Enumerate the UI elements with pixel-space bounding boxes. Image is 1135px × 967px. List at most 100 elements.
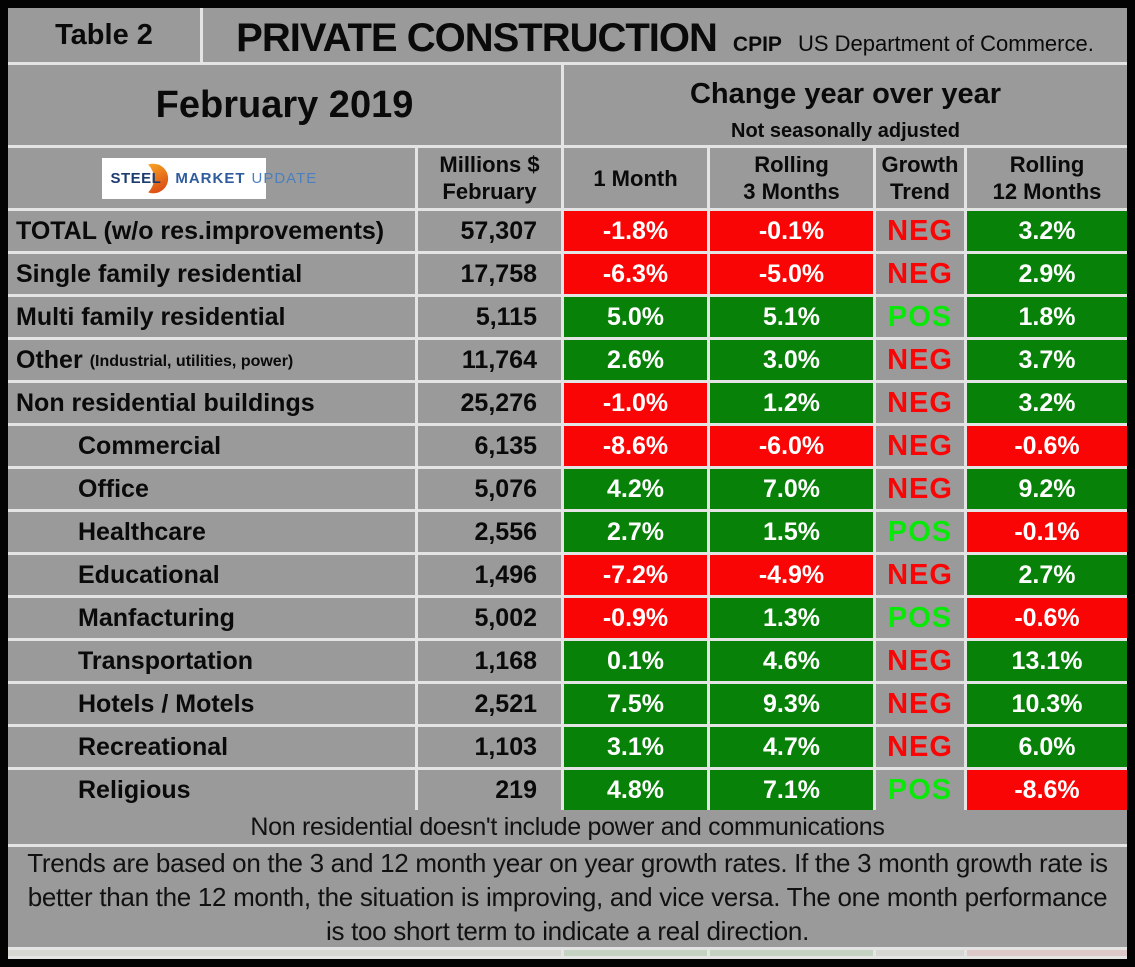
- row-label-cell: Healthcare: [8, 512, 415, 552]
- table-row: Single family residential 17,758 -6.3% -…: [8, 254, 1127, 294]
- cell-growth-trend: POS: [876, 770, 964, 810]
- logo-update-text: UPDATE: [251, 169, 318, 187]
- cell-rolling-3-months: 7.1%: [710, 770, 873, 810]
- cell-rolling-3-months: 1.5%: [710, 512, 873, 552]
- cell-rolling-12-months: 3.2%: [967, 211, 1127, 251]
- table-row: Non residential buildings 25,276 -1.0% 1…: [8, 383, 1127, 423]
- footnote-row-1: Non residential doesn't include power an…: [8, 810, 1127, 844]
- row-label: Educational: [78, 560, 220, 589]
- row-label: Single family residential: [16, 259, 303, 288]
- row-label: Recreational: [78, 732, 229, 761]
- row-label: Other: [16, 345, 83, 374]
- cell-1-month: 4.8%: [564, 770, 707, 810]
- row-label-cell: TOTAL (w/o res.improvements): [8, 211, 415, 251]
- column-header-millions: Millions $ February: [418, 148, 561, 208]
- cpip-label: CPIP: [732, 33, 782, 56]
- cell-growth-trend: POS: [876, 297, 964, 337]
- column-header-1month: 1 Month: [564, 148, 707, 208]
- cell-1-month: 2.7%: [564, 512, 707, 552]
- table-row: Other (Industrial, utilities, power) 11,…: [8, 340, 1127, 380]
- row-label-cell: Educational: [8, 555, 415, 595]
- row-label-cell: Recreational: [8, 727, 415, 767]
- cell-rolling-12-months: 6.0%: [967, 727, 1127, 767]
- cell-rolling-3-months: 9.3%: [710, 684, 873, 724]
- cell-rolling-3-months: -6.0%: [710, 426, 873, 466]
- table-row: Recreational 1,103 3.1% 4.7% NEG 6.0%: [8, 727, 1127, 767]
- cell-rolling-3-months: 5.1%: [710, 297, 873, 337]
- cell-1-month: 5.0%: [564, 297, 707, 337]
- cell-rolling-12-months: -8.6%: [967, 770, 1127, 810]
- row-label-cell: Multi family residential: [8, 297, 415, 337]
- change-subtitle: Not seasonally adjusted: [731, 120, 960, 142]
- cell-rolling-12-months: -0.1%: [967, 512, 1127, 552]
- cell-growth-trend: NEG: [876, 555, 964, 595]
- table-row: Commercial 6,135 -8.6% -6.0% NEG -0.6%: [8, 426, 1127, 466]
- logo-swoosh-icon: [147, 163, 168, 193]
- row-value-cell: 219: [418, 770, 561, 810]
- cell-rolling-12-months: -0.6%: [967, 598, 1127, 638]
- source-label: US Department of Commerce.: [797, 31, 1094, 56]
- row-label-cell: Religious: [8, 770, 415, 810]
- change-header-cell: Change year over year Not seasonally adj…: [564, 65, 1127, 145]
- period-row: February 2019 Change year over year Not …: [8, 65, 1127, 145]
- page-title: PRIVATE CONSTRUCTION: [236, 16, 718, 60]
- cell-growth-trend: POS: [876, 598, 964, 638]
- row-label-cell: Commercial: [8, 426, 415, 466]
- cell-growth-trend: NEG: [876, 340, 964, 380]
- cell-growth-trend: NEG: [876, 684, 964, 724]
- cell-growth-trend: NEG: [876, 254, 964, 294]
- table-row: Manfacturing 5,002 -0.9% 1.3% POS -0.6%: [8, 598, 1127, 638]
- cell-rolling-12-months: 10.3%: [967, 684, 1127, 724]
- cell-1-month: -1.8%: [564, 211, 707, 251]
- cell-rolling-12-months: 1.8%: [967, 297, 1127, 337]
- row-label: Religious: [78, 775, 191, 804]
- row-value-cell: 5,115: [418, 297, 561, 337]
- cell-rolling-3-months: 1.2%: [710, 383, 873, 423]
- row-value-cell: 11,764: [418, 340, 561, 380]
- steel-market-update-logo: STEEL MARKET UPDATE: [101, 157, 316, 199]
- row-label: Multi family residential: [16, 302, 286, 331]
- column-header-growth-trend: Growth Trend: [876, 148, 964, 208]
- sliver-segment: [710, 950, 873, 956]
- cell-growth-trend: NEG: [876, 469, 964, 509]
- table-row: Healthcare 2,556 2.7% 1.5% POS -0.1%: [8, 512, 1127, 552]
- cell-growth-trend: NEG: [876, 641, 964, 681]
- row-label-cell: Single family residential: [8, 254, 415, 294]
- footnote-1: Non residential doesn't include power an…: [8, 810, 1127, 844]
- cell-rolling-12-months: 3.7%: [967, 340, 1127, 380]
- cell-1-month: 2.6%: [564, 340, 707, 380]
- table-row: Hotels / Motels 2,521 7.5% 9.3% NEG 10.3…: [8, 684, 1127, 724]
- row-label: Hotels / Motels: [78, 689, 255, 718]
- row-value-cell: 25,276: [418, 383, 561, 423]
- column-header-rolling-12-months: Rolling 12 Months: [967, 148, 1127, 208]
- row-value-cell: 1,168: [418, 641, 561, 681]
- cell-1-month: -8.6%: [564, 426, 707, 466]
- cell-rolling-12-months: 13.1%: [967, 641, 1127, 681]
- cell-1-month: -6.3%: [564, 254, 707, 294]
- cell-growth-trend: NEG: [876, 211, 964, 251]
- row-label-cell: Office: [8, 469, 415, 509]
- next-table-sliver: [8, 950, 1127, 956]
- cell-rolling-3-months: 7.0%: [710, 469, 873, 509]
- cell-rolling-3-months: -5.0%: [710, 254, 873, 294]
- logo-steel-text: STEEL: [110, 169, 162, 187]
- cell-1-month: 4.2%: [564, 469, 707, 509]
- row-value-cell: 17,758: [418, 254, 561, 294]
- cell-1-month: -1.0%: [564, 383, 707, 423]
- row-label-cell: Manfacturing: [8, 598, 415, 638]
- table-row: Office 5,076 4.2% 7.0% NEG 9.2%: [8, 469, 1127, 509]
- sliver-segment: [967, 950, 1127, 956]
- table-number-label: Table 2: [8, 8, 200, 62]
- column-header-row: STEEL MARKET UPDATE Millions $ February 1…: [8, 148, 1127, 208]
- table-row: Educational 1,496 -7.2% -4.9% NEG 2.7%: [8, 555, 1127, 595]
- cell-rolling-12-months: -0.6%: [967, 426, 1127, 466]
- row-value-cell: 57,307: [418, 211, 561, 251]
- cell-rolling-12-months: 2.7%: [967, 555, 1127, 595]
- table-row: Transportation 1,168 0.1% 4.6% NEG 13.1%: [8, 641, 1127, 681]
- row-label: Non residential buildings: [16, 388, 315, 417]
- table-row: TOTAL (w/o res.improvements) 57,307 -1.8…: [8, 211, 1127, 251]
- row-label: Manfacturing: [78, 603, 235, 632]
- title-row: Table 2 PRIVATE CONSTRUCTION CPIP US Dep…: [8, 8, 1127, 62]
- logo-cell: STEEL MARKET UPDATE: [8, 148, 415, 208]
- cell-rolling-12-months: 9.2%: [967, 469, 1127, 509]
